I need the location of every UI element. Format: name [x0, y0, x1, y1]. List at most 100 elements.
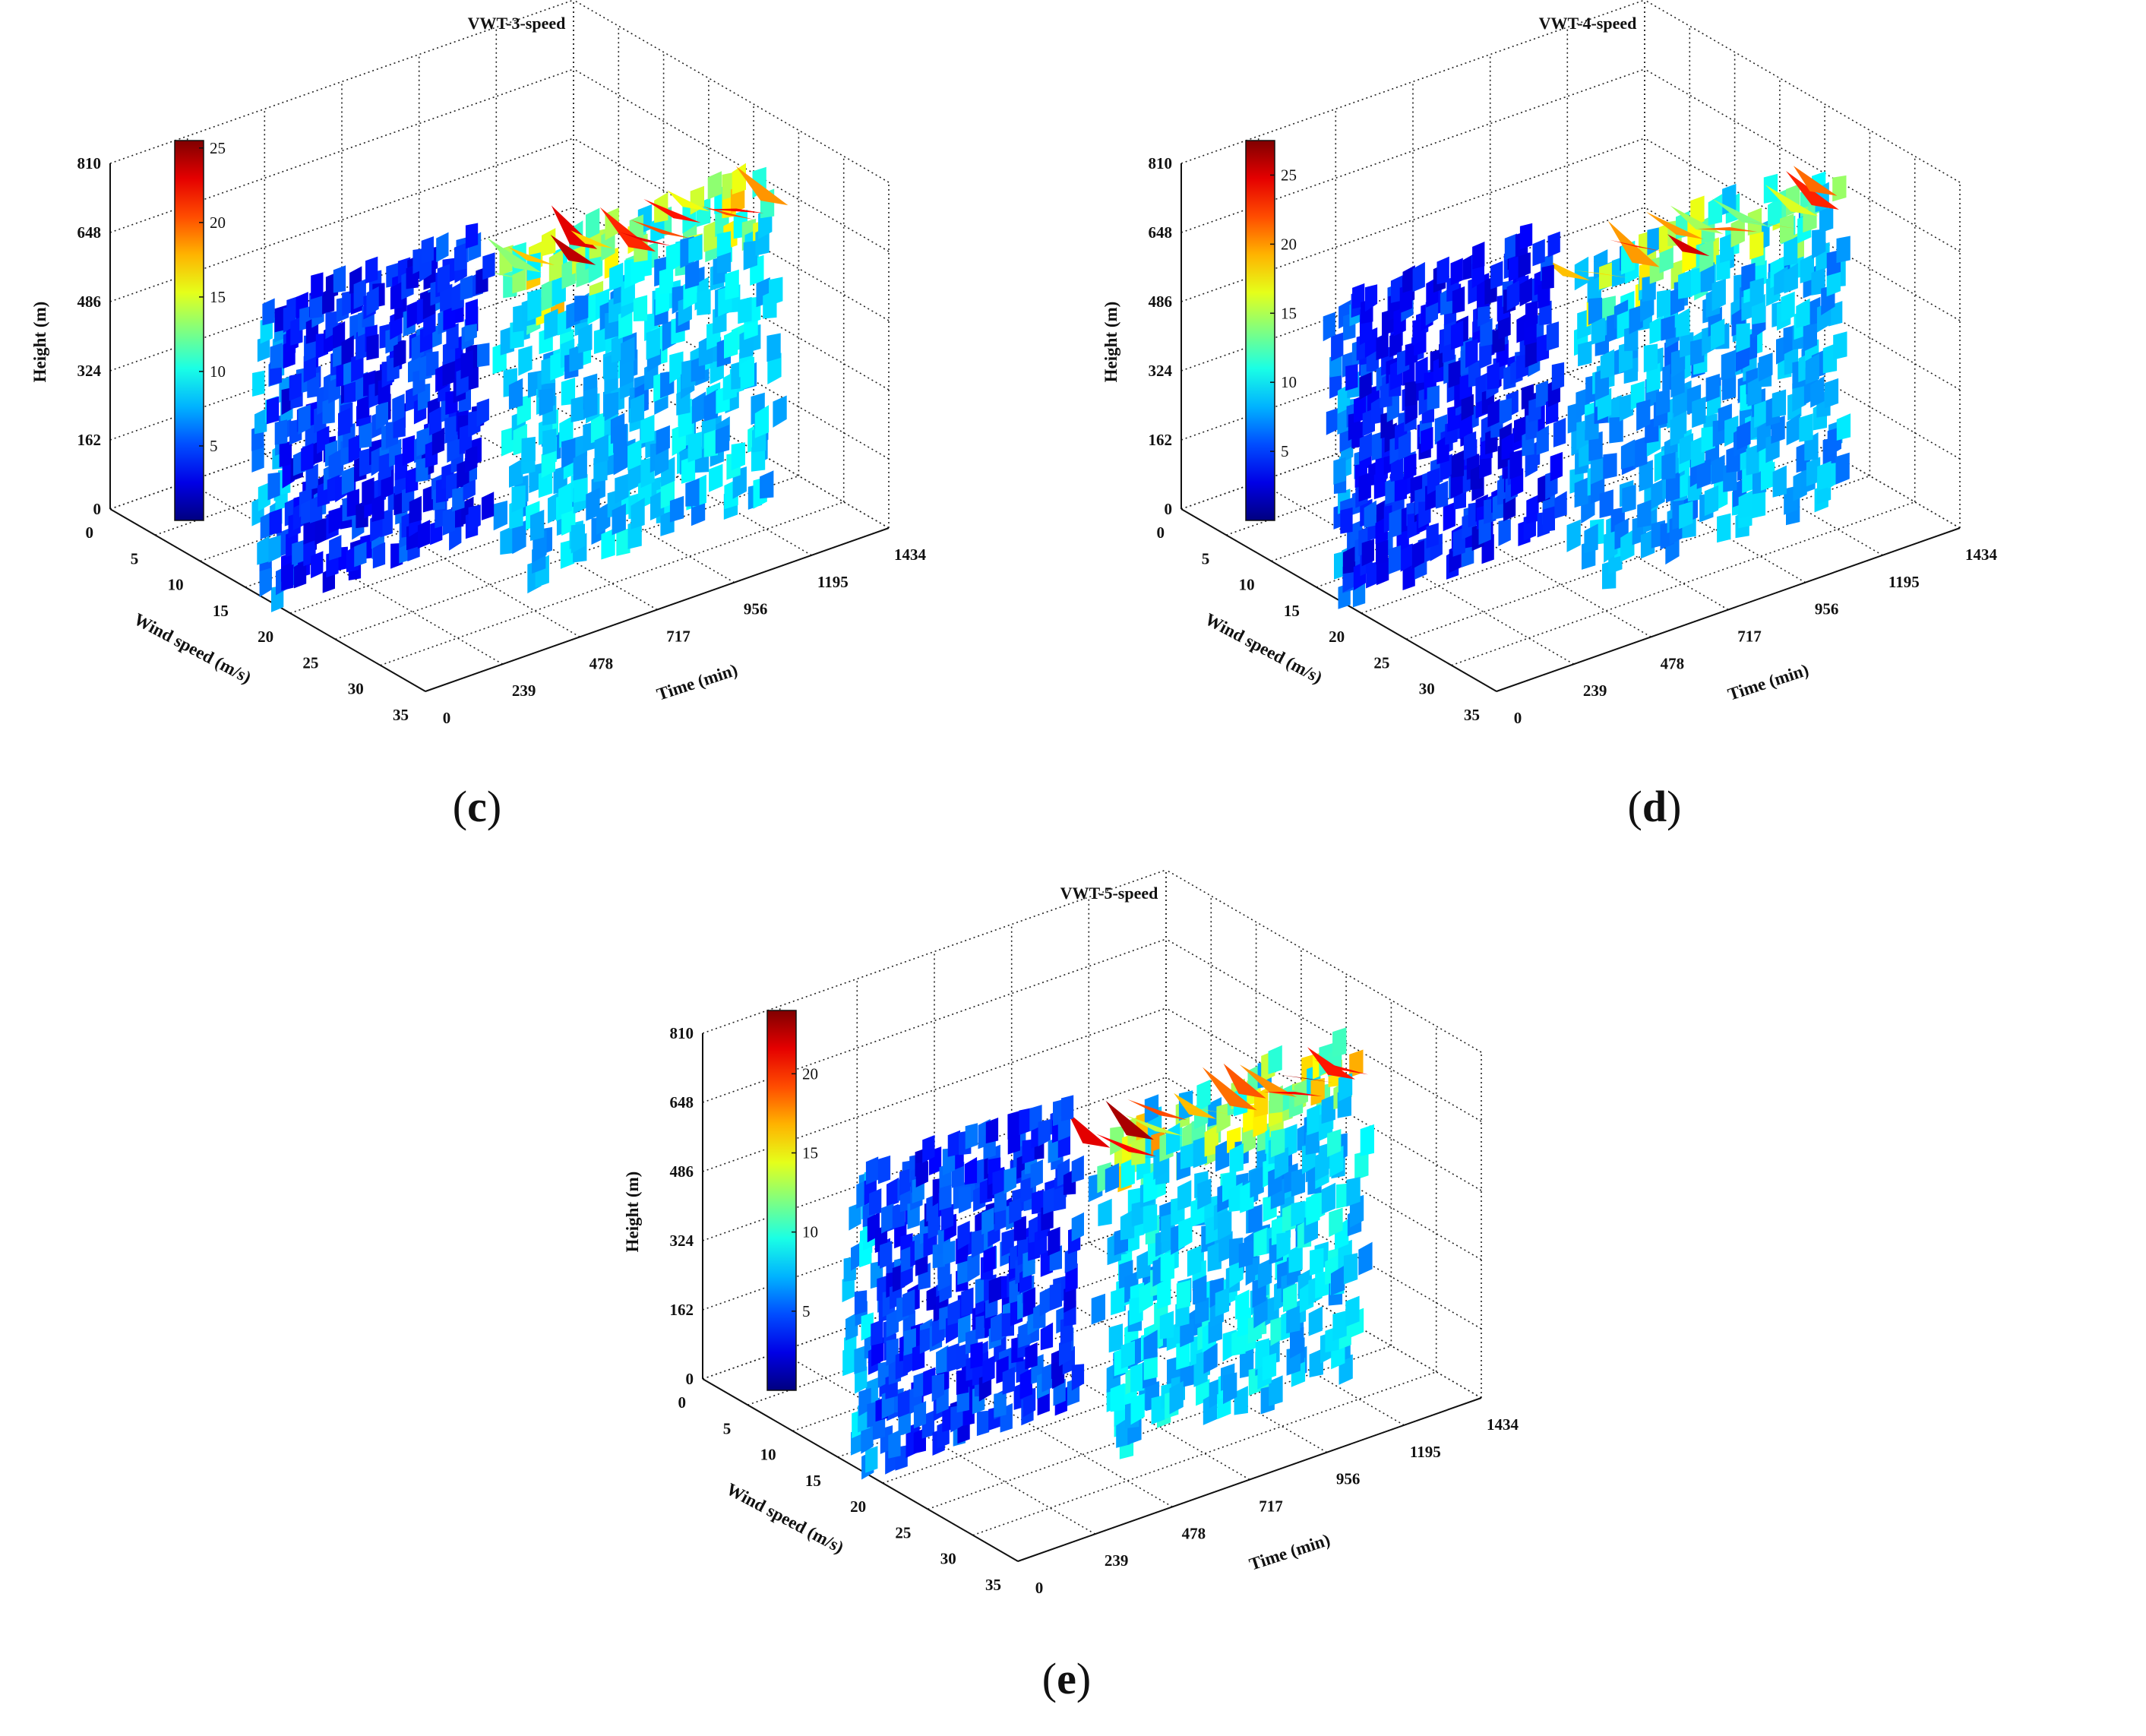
surface-patch	[937, 1261, 950, 1292]
surface-patch	[656, 425, 670, 455]
surface-patch	[1525, 338, 1538, 368]
time-tick-label: 717	[666, 628, 691, 646]
surface-patch	[1799, 413, 1813, 442]
surface-patch	[570, 523, 585, 554]
surface-patch	[601, 528, 615, 560]
surface-patch	[1554, 491, 1567, 519]
surface-patch	[703, 428, 718, 457]
surface-patch	[619, 357, 634, 387]
surface-patch	[959, 1186, 972, 1214]
surface-patch	[460, 275, 473, 301]
surface-patch	[1098, 1198, 1112, 1226]
surface-patch	[1717, 513, 1731, 543]
surface-patch	[541, 278, 555, 311]
surface-patch	[1587, 276, 1601, 303]
surface-patch	[1160, 1251, 1174, 1282]
surface-patch	[254, 408, 267, 435]
surface-patch	[1649, 315, 1664, 344]
time-tick-label: 478	[1182, 1524, 1206, 1542]
surface-patch	[1478, 517, 1491, 545]
surface-patch	[267, 472, 280, 501]
surface-patch	[1639, 460, 1653, 492]
surface-patch	[1640, 529, 1655, 559]
surface-patch	[338, 407, 351, 437]
surface-patch	[646, 327, 660, 360]
surface-patch	[1566, 519, 1581, 552]
colorbar-tick-label: 15	[1281, 304, 1297, 322]
surface-patch	[1450, 470, 1463, 499]
surface-patch	[1465, 339, 1478, 368]
wind-tick-label: 35	[1464, 706, 1480, 724]
height-tick-label: 810	[670, 1024, 694, 1042]
surface-patch	[314, 517, 327, 545]
gridline-floor-time	[779, 1351, 1096, 1535]
surface-spike	[1711, 198, 1769, 227]
surface-spike	[1223, 1063, 1266, 1099]
wind-axis-label: Wind speed (m/s)	[1202, 609, 1326, 687]
gridline-floor-time	[1335, 454, 1651, 637]
surface-patch	[609, 262, 624, 291]
surface-patch	[1241, 1126, 1256, 1155]
surface-patch	[1499, 398, 1512, 425]
height-tick-label: 324	[1149, 362, 1173, 380]
surface-patch	[1452, 286, 1465, 315]
surface-patch	[1143, 1352, 1158, 1380]
surface-patch	[365, 256, 378, 284]
surface-patch	[669, 351, 684, 384]
surface-patch	[1796, 298, 1810, 329]
colorbar-tick-label: 15	[802, 1144, 818, 1162]
surface-patch	[1541, 264, 1554, 289]
surface-patch	[1591, 318, 1605, 345]
surface-patch	[703, 220, 718, 252]
surface-patch	[518, 345, 533, 376]
gridline-rightwall-height	[1165, 1077, 1482, 1260]
colorbar-tick-label: 10	[1281, 373, 1297, 391]
surface-patch	[665, 242, 681, 274]
colorbar-tick-label: 15	[210, 288, 226, 306]
time-axis-label: Time (min)	[1247, 1530, 1332, 1574]
surface-patch	[1508, 254, 1522, 282]
surface-patch	[1803, 323, 1817, 352]
surface-spike	[1670, 205, 1724, 235]
surface-patch	[1817, 460, 1832, 491]
surface-patch	[1578, 340, 1592, 367]
surface-patch	[604, 391, 619, 422]
gridline-floor-time	[1088, 1242, 1405, 1426]
time-tick-label: 1195	[817, 573, 849, 591]
surface-patch	[1647, 226, 1661, 256]
surface-patch	[1039, 1286, 1052, 1317]
chart-title: VWT-5-speed	[1060, 884, 1158, 903]
surface-patch	[281, 561, 294, 591]
surface-patch	[1360, 1124, 1374, 1156]
surface-patch	[1136, 1249, 1151, 1280]
surface-patch	[630, 394, 645, 424]
surface-patch	[1800, 254, 1814, 283]
surface-patch	[731, 442, 745, 471]
surface-patch	[1705, 373, 1720, 403]
surface-patch	[1091, 1293, 1105, 1325]
surface-patch	[707, 171, 722, 200]
surface-patch	[393, 340, 406, 368]
gridline-floor-time	[1412, 426, 1729, 611]
surface-patch	[1551, 362, 1565, 391]
surface-patch	[1359, 432, 1373, 462]
surface-patch	[1588, 297, 1603, 325]
gridline-rightwall-height	[573, 68, 890, 252]
gridline-floor-time	[1165, 1215, 1482, 1399]
surface-patch	[725, 269, 739, 300]
surface-patch	[1547, 231, 1560, 258]
surface-patch	[1405, 381, 1417, 407]
surface-patch	[1306, 1193, 1320, 1226]
surface-patch	[1624, 325, 1639, 352]
surface-patch	[1064, 1247, 1077, 1273]
surface-patch	[1120, 1340, 1135, 1369]
surface-patch	[612, 503, 626, 536]
surface-patch	[573, 451, 587, 481]
surface-patch	[1105, 1162, 1120, 1194]
surface-patch	[269, 508, 282, 536]
surface-patch	[631, 498, 645, 530]
surface-patch	[268, 535, 281, 563]
surface-patch	[767, 353, 782, 384]
surface-spike	[701, 206, 754, 220]
height-tick-label: 0	[1165, 500, 1173, 518]
